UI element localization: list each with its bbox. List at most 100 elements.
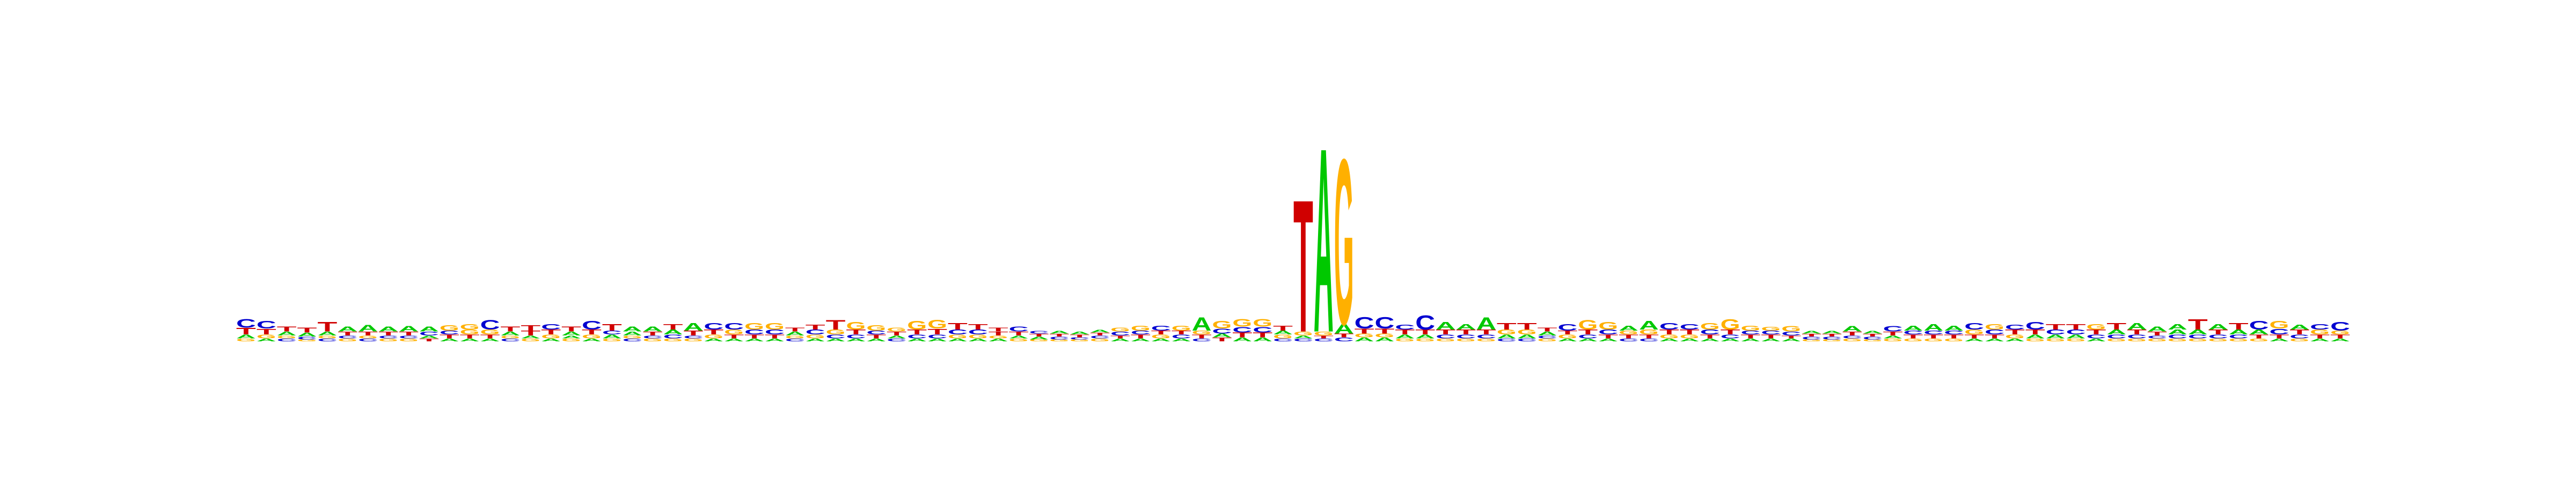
logo-letter: A [1721, 338, 1740, 342]
logo-letter: T [2269, 334, 2289, 340]
logo-letter: G [948, 334, 968, 340]
logo-letter: A [1212, 333, 1232, 339]
logo-letter: A [1232, 336, 1252, 342]
logo-letter: A [907, 338, 927, 342]
logo-letter: G [1497, 328, 1517, 336]
logo-letter: C [1497, 338, 1517, 342]
logo-letter: G [399, 338, 419, 342]
logo-letter: T [1822, 333, 1842, 337]
logo-letter: A [1639, 319, 1659, 332]
logo-letter: C [1232, 325, 1252, 334]
logo-letter: T [1740, 334, 1760, 340]
logo-letter: A [1863, 330, 1883, 334]
logo-letter: T [2310, 334, 2330, 340]
logo-letter: C [1110, 331, 1130, 336]
logo-letter: G [501, 335, 521, 339]
logo-letter: A [440, 338, 459, 342]
logo-letter: A [643, 325, 663, 333]
logo-letter: A [2127, 321, 2147, 332]
logo-letter: A [1944, 325, 1964, 332]
logo-letter: G [1883, 338, 1903, 342]
logo-letter: G [744, 321, 764, 332]
logo-letter: C [1517, 338, 1537, 342]
logo-letter: A [1029, 336, 1049, 340]
logo-letter: C [1476, 334, 1496, 340]
logo-letter: C [480, 318, 500, 333]
logo-letter: T [1883, 331, 1903, 336]
logo-letter: G [1761, 326, 1781, 332]
logo-letter: A [297, 332, 317, 338]
logo-letter: G [561, 338, 581, 342]
logo-letter: A [419, 325, 439, 333]
logo-letter: C [1029, 330, 1049, 334]
logo-letter: T [1355, 327, 1374, 335]
logo-letter: A [1781, 338, 1801, 342]
logo-letter: A [561, 331, 581, 336]
logo-letter: G [1212, 319, 1232, 331]
logo-letter: G [1538, 338, 1557, 342]
logo-letter: G [2106, 338, 2126, 342]
logo-letter: A [724, 338, 744, 342]
logo-letter: C [1964, 321, 1984, 332]
logo-letter: A [1009, 335, 1029, 339]
logo-letter: C [1172, 334, 1191, 340]
logo-letter: G [927, 318, 947, 331]
logo-letter: G [2005, 334, 2025, 340]
logo-letter: T [1700, 334, 1720, 340]
logo-letter: G [1314, 331, 1334, 336]
logo-letter: A [1619, 325, 1638, 332]
logo-letter: G [1822, 339, 1842, 342]
logo-letter: A [1659, 338, 1679, 342]
logo-letter: A [521, 335, 540, 339]
logo-letter: C [1598, 328, 1618, 336]
logo-letter: A [2188, 328, 2208, 336]
logo-letter: G [1253, 317, 1272, 329]
logo-letter: A [1578, 338, 1598, 342]
logo-letter: T [318, 319, 338, 334]
logo-letter: T [724, 334, 744, 340]
logo-letter: C [358, 338, 378, 342]
logo-letter: T [399, 331, 419, 336]
logo-letter: C [927, 334, 947, 340]
logo-letter: G [1558, 334, 1578, 340]
logo-letter: C [257, 319, 276, 331]
logo-letter: C [2147, 335, 2167, 339]
logo-letter: C [1070, 337, 1089, 340]
logo-letter: C [1802, 336, 1821, 340]
logo-letter: G [2330, 330, 2350, 335]
logo-letter: G [1721, 316, 1740, 333]
logo-letter: G [1985, 322, 2004, 331]
logo-letter: T [907, 328, 927, 336]
logo-letter: T [806, 324, 825, 331]
logo-letter: T [2005, 328, 2025, 336]
logo-letter: C [1456, 334, 1476, 340]
logo-letter: A [2310, 338, 2330, 342]
logo-letter: C [1863, 336, 1883, 340]
logo-letter: A [989, 338, 1008, 342]
logo-letter: T [2106, 321, 2126, 332]
logo-letter: C [643, 335, 663, 339]
logo-letter: T [1639, 334, 1659, 340]
logo-letter: A [358, 323, 378, 334]
logo-letter: G [378, 338, 398, 342]
logo-letter: G [460, 322, 480, 331]
logo-letter: G [358, 335, 378, 339]
logo-letter: C [1009, 325, 1029, 333]
logo-letter: G [1151, 334, 1171, 340]
logo-letter: A [1436, 320, 1455, 332]
logo-letter: G [2046, 338, 2066, 342]
logo-letter: G [582, 334, 602, 340]
logo-letter: C [1212, 327, 1232, 335]
logo-letter: C [2087, 334, 2106, 340]
logo-letter: C [582, 319, 602, 332]
logo-letter: A [2330, 338, 2350, 342]
logo-letter: A [1923, 322, 1943, 333]
logo-letter: C [806, 328, 825, 336]
logo-letter: T [1009, 331, 1029, 336]
logo-letter: T [1090, 332, 1110, 336]
logo-letter: T [1721, 328, 1740, 336]
logo-letter: A [1761, 338, 1781, 342]
logo-letter: C [2330, 320, 2350, 333]
logo-letter: T [2208, 328, 2228, 336]
logo-letter: C [2106, 334, 2126, 340]
